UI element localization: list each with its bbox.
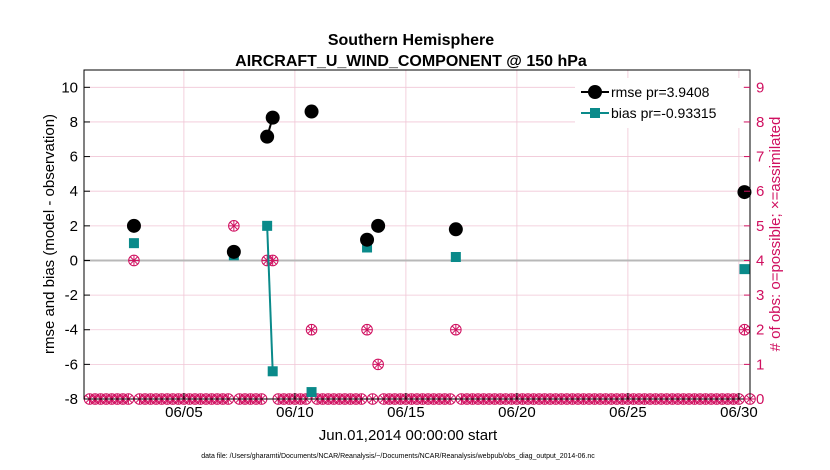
series-marks — [126, 104, 752, 398]
legend-bias-label: bias pr=-0.93315 — [611, 105, 717, 121]
y-right-tick-label: 1 — [756, 356, 764, 373]
x-axis-label: Jun.01,2014 00:00:00 start — [319, 427, 498, 444]
rmse-point — [737, 185, 752, 200]
y-tick-label: -6 — [65, 356, 78, 373]
bias-point — [128, 238, 139, 249]
y-right-tick-label: 3 — [756, 287, 764, 304]
y-tick-label: 4 — [70, 183, 78, 200]
rmse-point — [226, 244, 241, 259]
legend-bias-marker — [590, 108, 600, 118]
y-tick-label: -2 — [65, 287, 78, 304]
y-tick-label: -8 — [65, 391, 78, 408]
bias-point — [362, 242, 373, 253]
y-right-tick-label: 8 — [756, 114, 764, 131]
bias-line — [266, 225, 274, 372]
chart-title: Southern Hemisphere — [328, 32, 494, 49]
legend-rmse-label: rmse pr=3.9408 — [611, 84, 710, 100]
y-tick-label: 6 — [70, 149, 78, 166]
x-tick-label: 06/05 — [165, 404, 203, 421]
chart-subtitle: AIRCRAFT_U_WIND_COMPONENT @ 150 hPa — [235, 53, 587, 70]
y-right-tick-label: 6 — [756, 183, 764, 200]
x-tick-label: 06/20 — [498, 404, 536, 421]
rmse-point — [304, 104, 319, 119]
obs-assimilated-marker — [372, 359, 384, 370]
y-tick-label: 10 — [61, 79, 78, 96]
obs-assimilated-marker — [450, 324, 462, 336]
y-right-tick-label: 9 — [756, 79, 764, 96]
x-tick-label: 06/30 — [720, 404, 758, 421]
rmse-point — [260, 129, 275, 144]
rmse-point — [448, 222, 463, 237]
x-tick-label: 06/15 — [387, 404, 425, 421]
rmse-point — [360, 232, 375, 247]
y-right-tick-label: 4 — [756, 252, 764, 269]
obs-assimilated-marker — [306, 324, 317, 336]
y-tick-label: -4 — [65, 322, 78, 339]
y-right-tick-label: 0 — [756, 391, 764, 408]
y-axis-right: 0 1 2 3 4 5 6 7 8 9 — [744, 79, 764, 408]
obs-count-markers — [83, 220, 756, 405]
y-axis-left: -8 -6 -4 -2 0 2 4 6 8 10 — [61, 79, 90, 408]
y-tick-label: 8 — [70, 114, 78, 131]
legend: rmse pr=3.9408 bias pr=-0.93315 — [575, 78, 743, 128]
y-right-tick-label: 5 — [756, 218, 764, 235]
data-file-note: data file: /Users/gharamti/Documents/NCA… — [201, 453, 595, 460]
x-axis: 06/05 06/10 06/15 06/20 06/25 06/30 — [165, 393, 758, 421]
rmse-point — [371, 218, 386, 233]
bias-point — [262, 220, 273, 231]
obs-assimilated-marker — [228, 220, 240, 232]
legend-rmse-marker — [588, 85, 602, 99]
y-right-tick-label: 2 — [756, 322, 764, 339]
x-tick-label: 06/25 — [609, 404, 647, 421]
y-right-tick-label: 7 — [756, 149, 764, 166]
rmse-point — [126, 218, 141, 233]
bias-point — [267, 366, 278, 377]
rmse-point — [265, 110, 280, 125]
obs-assimilated-marker — [361, 324, 373, 336]
y-tick-label: 0 — [70, 252, 78, 269]
bias-point — [739, 264, 750, 275]
plot-frame — [83, 69, 751, 400]
y-axis-label: rmse and bias (model - observation) — [41, 114, 58, 354]
bias-point — [306, 387, 317, 398]
obs-assimilated-marker — [128, 255, 140, 266]
legend-background — [575, 78, 743, 128]
bias-point — [450, 252, 461, 263]
y-tick-label: 2 — [70, 218, 78, 235]
x-tick-label: 06/10 — [276, 404, 314, 421]
y-axis-right-label: # of obs: o=possible; ×=assimilated — [767, 117, 784, 352]
